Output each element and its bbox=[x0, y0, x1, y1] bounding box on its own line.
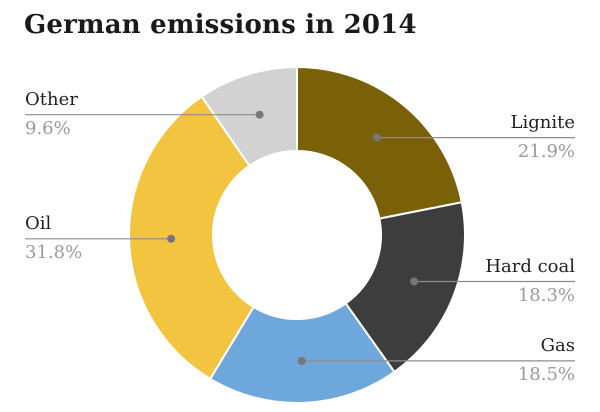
slice-label-oil: Oil bbox=[25, 213, 52, 234]
slice-percentage-hard-coal: 18.3% bbox=[517, 285, 575, 306]
slice-lignite[interactable] bbox=[296, 65, 463, 220]
slice-label-lignite: Lignite bbox=[510, 112, 575, 133]
slice-hard-coal[interactable] bbox=[344, 201, 466, 374]
callout-dot-gas bbox=[297, 356, 306, 365]
callout-dot-lignite bbox=[372, 133, 381, 142]
slice-percentage-oil: 31.8% bbox=[25, 242, 83, 263]
slice-other[interactable] bbox=[200, 65, 298, 168]
slice-percentage-lignite: 21.9% bbox=[517, 141, 575, 162]
callout-oil: Oil 31.8% bbox=[25, 212, 82, 262]
callout-gas: Gas 18.5% bbox=[518, 334, 575, 384]
callout-dot-hard-coal bbox=[410, 277, 419, 286]
slice-gas[interactable] bbox=[208, 302, 396, 404]
slice-percentage-gas: 18.5% bbox=[517, 364, 575, 385]
callout-other: Other 9.6% bbox=[25, 88, 78, 138]
callout-dot-other bbox=[255, 110, 264, 119]
chart-title: German emissions in 2014 bbox=[24, 10, 417, 40]
slice-label-gas: Gas bbox=[540, 335, 575, 356]
slice-label-hard-coal: Hard coal bbox=[485, 256, 575, 277]
callout-dot-oil bbox=[167, 234, 176, 243]
slice-percentage-other: 9.6% bbox=[25, 118, 71, 139]
callout-lignite: Lignite 21.9% bbox=[511, 111, 575, 161]
slice-oil[interactable] bbox=[128, 95, 255, 381]
callout-hard-coal: Hard coal 18.3% bbox=[485, 255, 575, 305]
slice-label-other: Other bbox=[25, 89, 78, 110]
